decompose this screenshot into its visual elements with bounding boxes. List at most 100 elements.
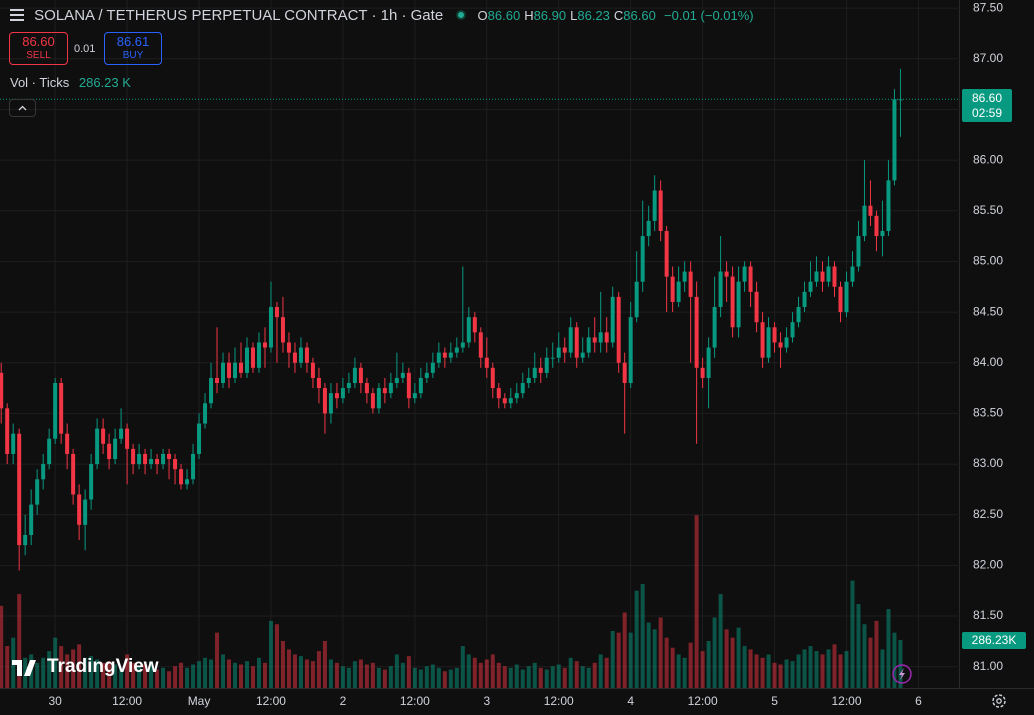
candle-body — [676, 281, 681, 302]
volume-bar — [760, 657, 765, 688]
candle-body — [622, 362, 627, 384]
sell-price[interactable]: 86.60 — [22, 34, 55, 49]
price-badge: 86.60 02:59 — [962, 89, 1012, 122]
volume-bar — [616, 632, 621, 688]
collapse-button[interactable] — [9, 99, 36, 117]
candle-body — [742, 266, 747, 282]
candle-body — [227, 362, 232, 378]
candle-body — [550, 357, 555, 359]
settings-button[interactable] — [992, 694, 1006, 708]
volume-bar — [233, 662, 238, 688]
volume-bar — [556, 664, 561, 688]
price-badge-text: 86.60 — [972, 91, 1002, 105]
chevron[interactable] — [10, 100, 35, 116]
candle-body — [664, 231, 669, 277]
volume-bar — [682, 657, 687, 688]
buy-price[interactable]: 86.61 — [116, 34, 150, 49]
candle-body — [215, 377, 220, 384]
lightning-icon[interactable] — [899, 668, 905, 680]
axes: 81.00 81.50 82.00 82.50 83.00 83.50 84.00 84.50… — [48, 0, 1003, 708]
volume-bar — [149, 661, 154, 688]
status-core — [458, 12, 465, 18]
volume-bar — [802, 649, 807, 688]
candle-body — [466, 317, 471, 343]
volume-legend: Vol · Ticks 286.23 K — [10, 75, 131, 90]
candle-body — [598, 332, 603, 343]
volume-bar — [442, 671, 447, 688]
candle-body — [604, 332, 609, 343]
volume-bar — [334, 662, 339, 688]
volume-bar — [664, 637, 669, 688]
volume-bar — [358, 659, 363, 688]
sell-button[interactable]: 86.60 SELL — [9, 32, 68, 65]
volume-bar — [532, 662, 537, 688]
candle-body — [406, 372, 411, 399]
volume-bar — [790, 661, 795, 688]
candle-body — [766, 327, 771, 358]
candle-body — [436, 352, 441, 363]
lightning-button[interactable] — [892, 664, 912, 684]
volume-bar — [400, 662, 405, 688]
volume-bar — [688, 642, 693, 688]
candle-body — [832, 266, 837, 287]
volume-bar — [826, 649, 831, 688]
ohlc-key: O — [477, 8, 488, 23]
volume-bar — [862, 624, 867, 688]
candle-body — [0, 372, 4, 409]
volume-bar — [262, 662, 267, 688]
chevron-path[interactable] — [18, 105, 27, 111]
gear-outer[interactable] — [992, 694, 1006, 708]
gear-inner[interactable] — [996, 698, 1002, 704]
buy-button[interactable]: 86.61 BUY — [104, 32, 162, 65]
candle-body — [796, 307, 801, 323]
volume-bar — [592, 662, 597, 688]
candle-body — [310, 362, 315, 378]
candle-body — [161, 453, 166, 465]
candle-body — [340, 388, 345, 399]
candle-body — [760, 322, 765, 358]
volume-bar — [268, 620, 273, 688]
x-tick-label: 5 — [771, 694, 778, 708]
volume-bar — [658, 617, 663, 688]
candle-body — [886, 180, 891, 232]
candle-body — [304, 347, 309, 363]
volume-bar — [95, 659, 100, 688]
candle-body — [532, 367, 537, 378]
candle-body — [292, 352, 297, 363]
volume-bar — [820, 654, 825, 688]
volume-bar — [880, 649, 885, 688]
candle-body — [892, 99, 897, 181]
lightning-circle[interactable] — [892, 664, 912, 684]
candle-body — [143, 453, 148, 465]
volume-bar — [179, 662, 184, 688]
candle-body — [286, 342, 291, 353]
volume-bar — [161, 667, 166, 688]
volume-bar — [832, 644, 837, 688]
volume-bar — [185, 667, 190, 688]
candle-body — [568, 327, 573, 353]
y-tick-label: 85.50 — [973, 203, 1003, 217]
volume-bar — [490, 654, 495, 688]
sell-label[interactable]: SELL — [26, 50, 51, 61]
candle-body — [688, 271, 693, 297]
volume-bar — [406, 656, 411, 688]
status-dot — [456, 10, 467, 20]
volume-bar — [748, 649, 753, 688]
volume-bar — [550, 666, 555, 688]
buy-label[interactable]: BUY — [122, 50, 144, 61]
volume-badge-bg — [962, 632, 1026, 649]
candle-body — [394, 377, 399, 384]
volume-bar — [113, 664, 118, 688]
volume-bar — [101, 662, 106, 688]
volume-bar — [754, 654, 759, 688]
volume-bar — [454, 667, 459, 688]
volume-bar — [17, 594, 22, 688]
volume-bar — [430, 664, 435, 688]
candle-body — [610, 296, 615, 343]
volume-bar — [736, 627, 741, 688]
candle-body — [520, 383, 525, 394]
volume-bar — [244, 661, 249, 688]
symbol-title[interactable]: SOLANA / TETHERUS PERPETUAL CONTRACT · 1… — [34, 7, 444, 24]
volume-bar — [424, 666, 429, 688]
candle-body — [640, 236, 645, 282]
